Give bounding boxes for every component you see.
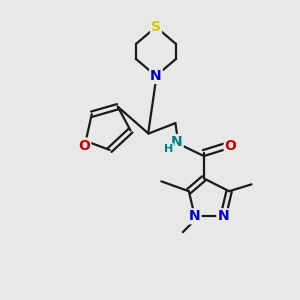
Text: O: O bbox=[78, 139, 90, 152]
Text: O: O bbox=[225, 139, 237, 152]
Text: N: N bbox=[217, 209, 229, 223]
Text: H: H bbox=[164, 144, 173, 154]
Text: S: S bbox=[151, 20, 161, 34]
Text: N: N bbox=[150, 69, 162, 83]
Text: N: N bbox=[189, 209, 201, 223]
Text: N: N bbox=[171, 135, 183, 149]
